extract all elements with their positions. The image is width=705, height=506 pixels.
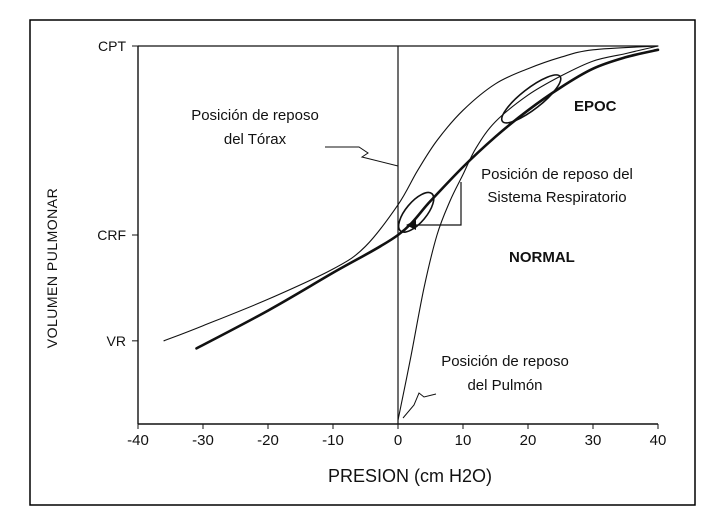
pulmon-pointer-line <box>402 392 437 419</box>
x-tick-label: 10 <box>455 432 472 449</box>
x-tick-label: -10 <box>322 432 344 449</box>
x-tick-label: -40 <box>127 432 149 449</box>
annotation-normal: NORMAL <box>509 249 575 266</box>
x-tick-label: -20 <box>257 432 279 449</box>
ellipse-epoc <box>500 74 562 124</box>
y-tick-label: CRF <box>97 227 126 243</box>
annotation-epoc: EPOC <box>574 98 617 115</box>
y-axis-title: VOLUMEN PULMONAR <box>44 188 60 348</box>
annotation-torax-line2: del Tórax <box>224 131 287 148</box>
sistema-pointer-line <box>408 182 462 226</box>
x-tick-label: 0 <box>394 432 402 449</box>
labels-layer: PRESION (cm H2O) VOLUMEN PULMONAR Posici… <box>44 98 633 486</box>
sistema-pointer-arrowhead <box>406 220 416 230</box>
plot-area: -40 -30 -20 -10 0 10 20 30 40 VR CRF CPT <box>97 38 666 449</box>
annotation-sistema-line2: Sistema Respiratorio <box>487 189 626 206</box>
series-line-sistema <box>195 48 660 350</box>
ellipse-crf-normal <box>397 191 435 233</box>
y-tick-label: CPT <box>98 38 126 54</box>
series-line-pulmon <box>397 45 659 421</box>
series-line-torax <box>163 45 659 342</box>
x-tick-label: 20 <box>520 432 537 449</box>
x-tick-label: 30 <box>585 432 602 449</box>
annotation-torax-line1: Posición de reposo <box>191 107 319 124</box>
x-tick-label: -30 <box>192 432 214 449</box>
torax-pointer-line <box>325 146 399 167</box>
annotation-sistema-line1: Posición de reposo del <box>481 166 633 183</box>
x-axis-title: PRESION (cm H2O) <box>328 466 492 486</box>
annotation-pulmon-line2: del Pulmón <box>467 377 542 394</box>
outer-frame <box>29 19 696 506</box>
annotation-pulmon-line1: Posición de reposo <box>441 353 569 370</box>
y-tick-label: VR <box>107 333 126 349</box>
x-tick-label: 40 <box>650 432 667 449</box>
